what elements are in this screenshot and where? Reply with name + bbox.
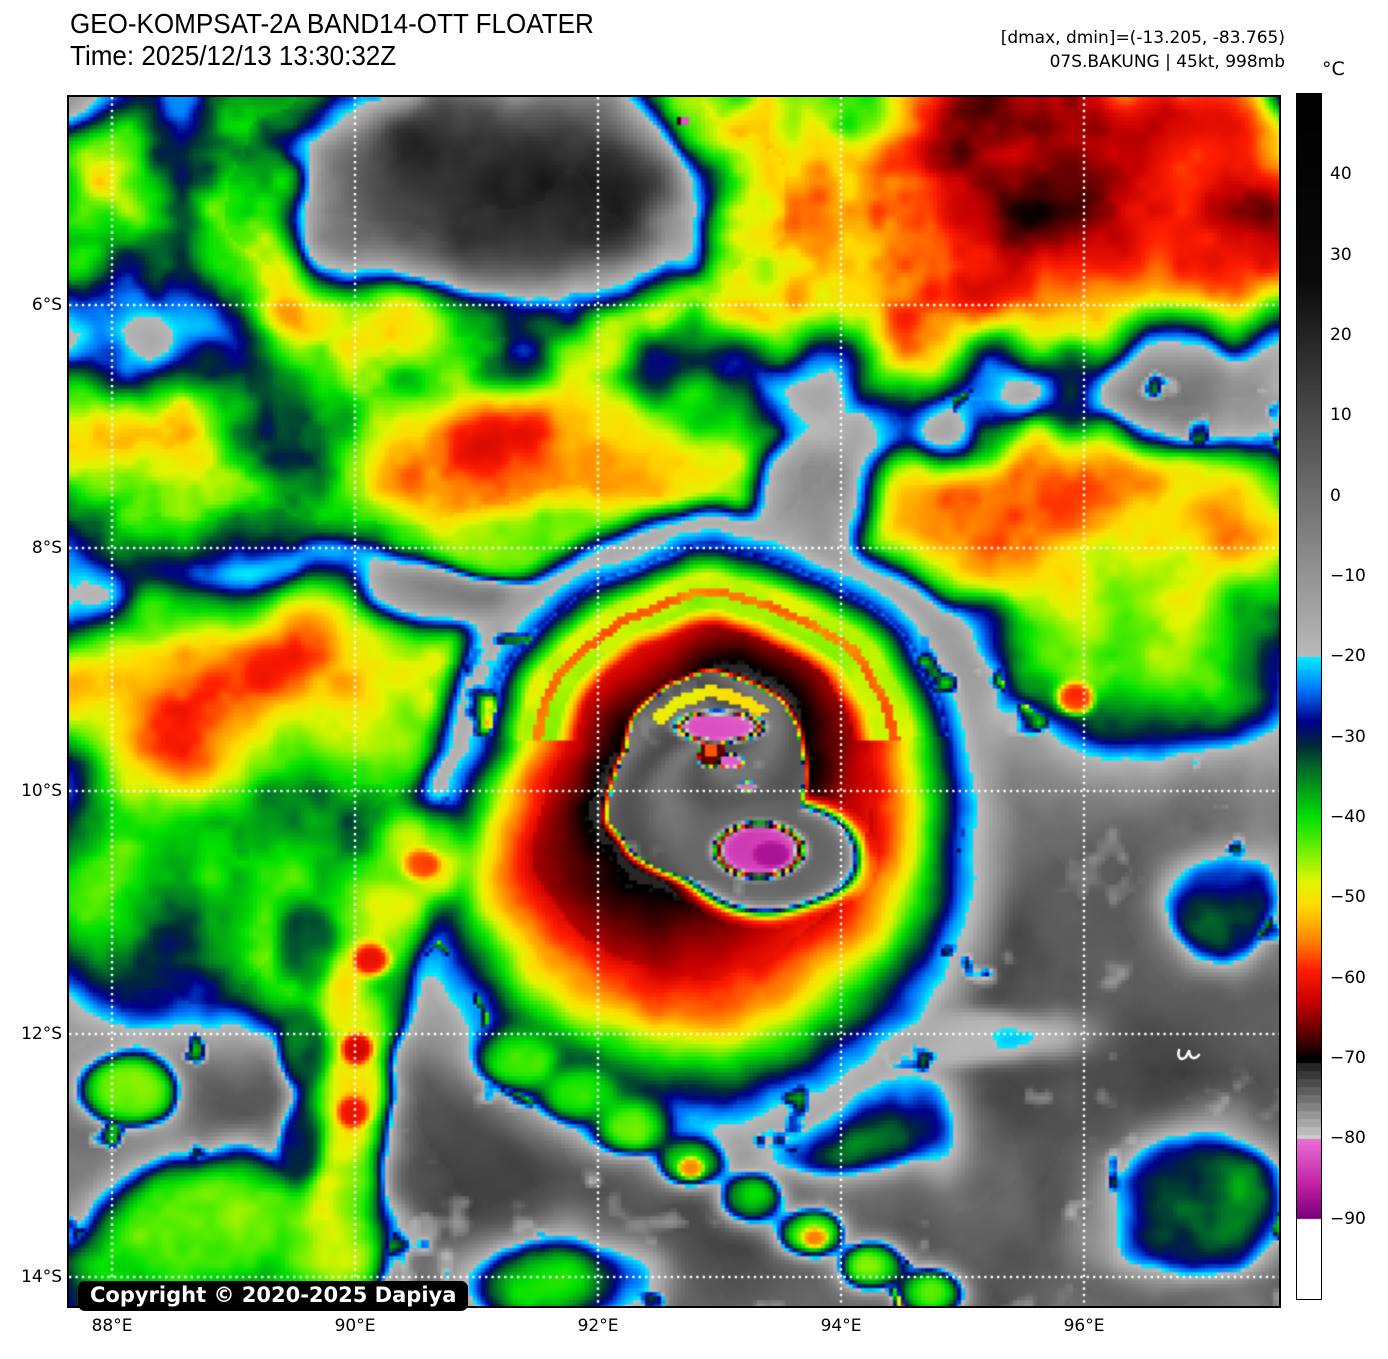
lon-tick-label: 88°E (91, 1316, 133, 1336)
lon-tick-label: 94°E (820, 1316, 862, 1336)
storm-info-block: [dmax, dmin]=(-13.205, -83.765) 07S.BAKU… (1001, 26, 1285, 74)
colorbar-tick-label: −40 (1330, 807, 1366, 827)
lon-tick-label: 90°E (334, 1316, 376, 1336)
page-title: GEO-KOMPSAT-2A BAND14-OTT FLOATER (70, 8, 594, 39)
lat-tick-label: 6°S (31, 295, 62, 315)
colorbar-tick-label: 10 (1330, 405, 1352, 426)
title-block: GEO-KOMPSAT-2A BAND14-OTT FLOATER Time: … (70, 8, 594, 72)
lat-tick-label: 12°S (21, 1024, 62, 1044)
colorbar-tick-label: −60 (1330, 967, 1366, 988)
colorbar-tick-label: 40 (1330, 164, 1352, 185)
copyright-badge: Copyright © 2020-2025 Dapiya (78, 1281, 469, 1311)
time-label: Time: 2025/12/13 13:30:32Z (70, 40, 397, 71)
colorbar-canvas (1297, 94, 1321, 1299)
satellite-map: Copyright © 2020-2025 Dapiya (67, 95, 1281, 1311)
grid-overlay-canvas (69, 97, 1279, 1306)
colorbar-tick-label: −90 (1330, 1208, 1366, 1229)
lat-tick-label: 10°S (21, 781, 62, 801)
colorbar-tick-label: −50 (1330, 887, 1366, 908)
lat-tick-label: 8°S (31, 538, 62, 558)
colorbar-tick-label: 30 (1330, 244, 1352, 265)
colorbar-tick-label: −30 (1330, 726, 1366, 747)
colorbar-unit-label: °C (1322, 58, 1345, 80)
lon-tick-label: 96°E (1063, 1316, 1105, 1336)
lon-tick-label: 92°E (577, 1316, 619, 1336)
colorbar-tick-label: −80 (1330, 1128, 1366, 1149)
colorbar-tick-label: 20 (1330, 325, 1352, 345)
colorbar (1296, 93, 1322, 1300)
colorbar-tick-label: −70 (1330, 1048, 1366, 1068)
colorbar-tick-label: −10 (1330, 566, 1366, 586)
lat-tick-label: 14°S (21, 1267, 62, 1287)
colorbar-tick-label: 0 (1330, 485, 1341, 506)
colorbar-tick-label: −20 (1330, 646, 1366, 667)
range-info-label: [dmax, dmin]=(-13.205, -83.765) (1000, 28, 1285, 48)
storm-info-label: 07S.BAKUNG | 45kt, 998mb (1049, 52, 1285, 72)
